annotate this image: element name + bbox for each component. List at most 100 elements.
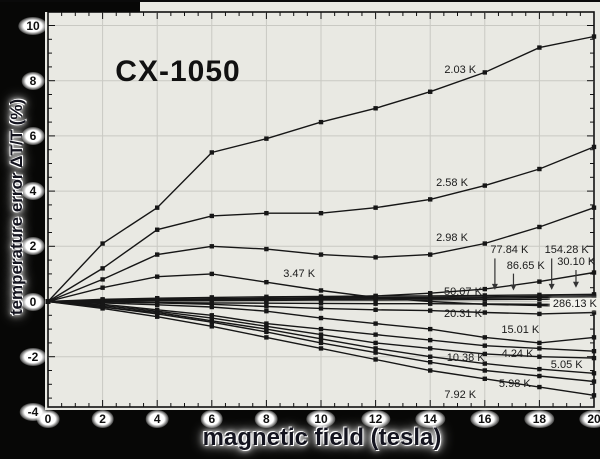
curve-86-65-k-arrowhead xyxy=(510,284,517,291)
y-tick-label: -2 xyxy=(19,347,47,366)
curve-5-98-k-marker xyxy=(591,379,597,384)
curve-30-10-k-marker xyxy=(591,270,597,275)
curve-2-98-k-marker xyxy=(209,244,214,249)
curve-286-13-k-marker xyxy=(155,300,160,305)
curve-7-92-k-marker xyxy=(537,384,542,390)
curve-5-98-k-marker xyxy=(428,360,433,365)
curve-5-05-k-marker xyxy=(537,354,542,359)
curve-3-47-k-marker xyxy=(100,285,105,290)
curve-3-47-k-marker xyxy=(264,279,269,285)
x-tick-label: 2 xyxy=(91,410,114,428)
curve-10-38-k-marker xyxy=(100,304,105,310)
curve-2-58-k-marker xyxy=(264,210,269,216)
curve-154-28-k-marker xyxy=(537,297,542,302)
curve-5-98-k-marker xyxy=(373,350,378,355)
x-tick-label: 4 xyxy=(145,410,169,428)
curve-label: 30.10 K xyxy=(557,256,596,269)
curve-2-58-k-marker xyxy=(373,205,378,210)
curve-label: 77.84 K xyxy=(490,244,529,257)
curve-3-47-k-marker xyxy=(209,271,214,277)
curve-2-03-k-marker xyxy=(428,89,433,94)
curve-4-24-k-marker xyxy=(482,343,487,348)
curve-7-92-k-marker xyxy=(155,314,160,319)
curve-15-01-k-marker xyxy=(209,304,214,310)
curve-286-13-k-marker xyxy=(45,299,51,304)
curve-10-38-k-marker xyxy=(591,371,597,376)
curve-2-03-k-marker xyxy=(373,106,378,111)
curve-label: 5.98 K xyxy=(498,378,531,391)
curve-7-92-k-marker xyxy=(482,376,487,381)
curve-7-92-k-marker xyxy=(428,368,433,373)
curve-30-10-k-marker xyxy=(537,279,542,284)
curve-2-98-k-marker xyxy=(155,252,160,257)
curve-4-24-k-marker xyxy=(209,313,214,318)
chart-title: CX-1050 xyxy=(115,55,241,88)
curve-20-31-k-marker xyxy=(537,311,542,317)
x-tick-label: 8 xyxy=(255,410,278,428)
curve-label: 2.03 K xyxy=(444,63,477,76)
curve-2-03-k-marker xyxy=(318,119,324,125)
x-tick-label: 10 xyxy=(306,410,336,428)
curve-2-98-k-marker xyxy=(537,224,542,230)
curve-4-24-k-marker xyxy=(373,332,378,337)
curve-154-28-k-marker xyxy=(373,297,378,303)
curve-20-31-k-marker xyxy=(264,304,269,309)
y-tick-label: 8 xyxy=(21,71,45,90)
curve-label: 15.01 K xyxy=(501,324,540,337)
curve-7-92-k-marker xyxy=(373,357,378,362)
y-tick-label: 2 xyxy=(21,237,45,256)
curve-5-05-k-marker xyxy=(264,324,269,329)
curve-2-58-k-marker xyxy=(100,266,105,271)
curve-2-03-k-marker xyxy=(537,45,542,50)
y-tick-label: 10 xyxy=(18,16,48,35)
curve-2-03-k-marker xyxy=(591,34,597,39)
x-tick-label: 14 xyxy=(415,410,445,428)
curve-20-31-k-marker xyxy=(318,306,324,311)
curve-154-28-k-marker xyxy=(428,297,433,303)
curve-5-05-k-marker xyxy=(209,315,214,321)
x-tick-label: 16 xyxy=(470,410,500,428)
curve-5-05-k-marker xyxy=(428,346,433,351)
curve-10-38-k-marker xyxy=(318,336,324,341)
curve-30-10-k-marker xyxy=(482,286,487,292)
curve-2-98-k-marker xyxy=(591,205,597,210)
curve-286-13-k-marker xyxy=(264,300,269,306)
curve-15-01-k-marker xyxy=(318,315,324,321)
curve-154-28-k-marker xyxy=(318,297,324,303)
curve-10-38-k-marker xyxy=(155,310,160,315)
curve-5-05-k-marker xyxy=(318,332,324,337)
curve-2-98-k-marker xyxy=(100,277,105,282)
curve-4-24-k-marker xyxy=(591,348,597,354)
curve-286-13-k-marker xyxy=(100,299,105,305)
curve-2-03-k-marker xyxy=(482,70,487,75)
curve-20-31-k-marker xyxy=(373,307,378,312)
curve-5-98-k-marker xyxy=(318,340,324,346)
curve-2-98-k-marker xyxy=(482,241,487,246)
y-tick-label: 6 xyxy=(21,126,45,145)
curve-5-05-k-marker xyxy=(591,355,597,361)
curve-label: 4.24 K xyxy=(501,347,534,360)
curve-3-47-k-marker xyxy=(155,274,160,279)
curve-154-28-k-marker xyxy=(264,298,269,303)
top-left-margin-band xyxy=(0,2,140,12)
curve-4-24-k-marker xyxy=(537,346,542,351)
curve-label: 10.38 K xyxy=(446,352,485,365)
curve-2-58-k-marker xyxy=(537,166,542,172)
curve-7-92-k-marker xyxy=(318,346,324,351)
curve-5-05-k-marker xyxy=(482,351,487,357)
curve-10-38-k-marker xyxy=(482,361,487,366)
curve-20-31-k-marker xyxy=(428,308,433,313)
curve-2-98-k-marker xyxy=(373,255,378,260)
curve-20-31-k-marker xyxy=(591,310,597,315)
curve-10-38-k-marker xyxy=(428,354,433,359)
curve-5-98-k-marker xyxy=(482,368,487,373)
curve-2-98-k-marker xyxy=(264,246,269,252)
curve-286-13-k-marker xyxy=(209,300,214,306)
curve-286-13-k-marker xyxy=(318,301,324,306)
curve-154-28-k-marker xyxy=(209,298,214,303)
left-margin-band xyxy=(0,2,45,414)
x-tick-label: 20 xyxy=(579,410,600,428)
curve-2-58-k-marker xyxy=(209,213,214,219)
curve-2-58-k-marker xyxy=(428,197,433,202)
